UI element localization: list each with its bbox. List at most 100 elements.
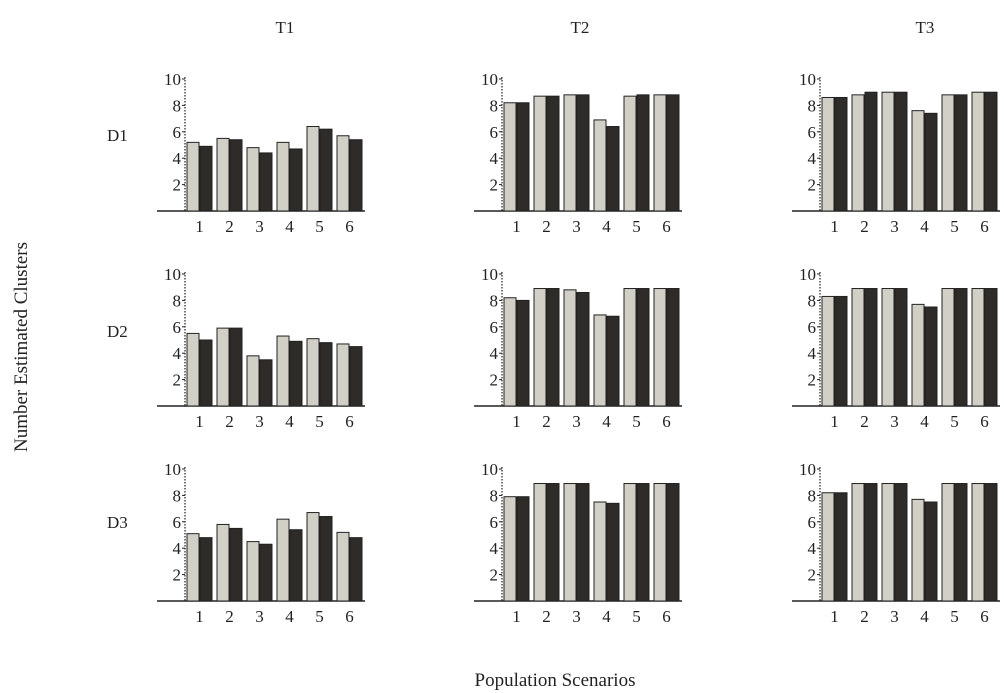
bar-dark <box>984 483 998 602</box>
y-tick-label: 6 <box>490 318 499 337</box>
col-title-t1: T1 <box>275 18 295 37</box>
x-tick-label: 4 <box>602 607 611 626</box>
y-tick-label: 8 <box>173 96 182 115</box>
bar-dark <box>636 94 650 212</box>
y-tick-label: 4 <box>173 149 182 168</box>
x-tick-label: 6 <box>980 217 989 236</box>
bar-light <box>971 483 985 602</box>
y-tick-label: 2 <box>808 176 817 195</box>
bar-light <box>186 533 200 602</box>
x-tick-label: 6 <box>980 607 989 626</box>
bar-light <box>593 119 607 212</box>
bar-dark <box>319 516 333 602</box>
y-tick-label: 10 <box>164 265 181 284</box>
bar-dark <box>229 327 243 407</box>
bar-light <box>821 492 835 602</box>
bar-light <box>971 91 985 212</box>
y-tick-label: 2 <box>808 371 817 390</box>
y-tick-label: 4 <box>490 344 499 363</box>
y-tick-label: 10 <box>481 265 498 284</box>
x-tick-label: 3 <box>572 607 581 626</box>
y-tick-label: 4 <box>490 149 499 168</box>
bar-light <box>653 288 667 407</box>
bar-light <box>336 135 350 212</box>
bar-light <box>503 496 517 602</box>
y-tick-label: 8 <box>490 291 499 310</box>
bar-dark <box>834 96 848 212</box>
x-tick-label: 2 <box>542 217 551 236</box>
bar-dark <box>924 306 938 407</box>
x-tick-label: 1 <box>830 412 839 431</box>
bar-light <box>851 483 865 602</box>
bar-dark <box>289 340 303 407</box>
x-tick-label: 1 <box>195 217 204 236</box>
bar-dark <box>864 91 878 212</box>
x-tick-label: 4 <box>920 412 929 431</box>
bar-light <box>653 94 667 212</box>
x-tick-label: 6 <box>345 412 354 431</box>
bar-light <box>503 297 517 407</box>
bar-light <box>276 518 290 602</box>
x-tick-label: 3 <box>255 412 264 431</box>
bar-dark <box>319 342 333 407</box>
bar-dark <box>864 288 878 407</box>
x-tick-label: 2 <box>860 217 869 236</box>
bar-dark <box>546 95 560 212</box>
bar-light <box>533 288 547 407</box>
x-tick-label: 6 <box>345 607 354 626</box>
bar-dark <box>834 295 848 407</box>
bar-light <box>216 523 230 602</box>
y-tick-label: 6 <box>173 123 182 142</box>
bar-dark <box>289 529 303 602</box>
bar-light <box>881 483 895 602</box>
bar-light <box>851 94 865 212</box>
bar-light <box>911 303 925 407</box>
x-tick-label: 2 <box>542 412 551 431</box>
bar-dark <box>289 148 303 212</box>
x-tick-label: 2 <box>225 412 234 431</box>
x-tick-label: 2 <box>860 412 869 431</box>
bar-dark <box>894 91 908 212</box>
bar-dark <box>894 483 908 602</box>
bar-light <box>851 288 865 407</box>
y-tick-label: 2 <box>173 566 182 585</box>
bar-light <box>246 147 260 212</box>
row-title-d1: D1 <box>107 126 128 145</box>
x-tick-label: 2 <box>542 607 551 626</box>
bar-light <box>563 289 577 407</box>
bar-dark <box>834 492 848 602</box>
y-tick-label: 8 <box>808 486 817 505</box>
col-title-t3: T3 <box>915 18 935 37</box>
bar-light <box>216 327 230 407</box>
x-tick-label: 5 <box>315 412 324 431</box>
y-tick-label: 8 <box>490 96 499 115</box>
row-title-d2: D2 <box>107 322 128 341</box>
bar-dark <box>864 483 878 602</box>
x-tick-label: 1 <box>512 412 521 431</box>
bar-light <box>653 483 667 602</box>
bar-dark <box>984 91 998 212</box>
y-tick-label: 2 <box>490 566 499 585</box>
bar-light <box>941 288 955 407</box>
y-tick-label: 6 <box>490 513 499 532</box>
y-tick-label: 6 <box>490 123 499 142</box>
bar-light <box>563 483 577 602</box>
bar-dark <box>199 339 213 407</box>
bar-light <box>246 541 260 602</box>
y-tick-label: 2 <box>173 176 182 195</box>
bar-dark <box>199 537 213 602</box>
x-tick-label: 1 <box>830 607 839 626</box>
bar-dark <box>666 288 680 407</box>
x-tick-label: 4 <box>285 607 294 626</box>
bar-light <box>941 94 955 212</box>
y-tick-label: 10 <box>481 70 498 89</box>
bar-light <box>276 335 290 407</box>
x-tick-label: 4 <box>920 217 929 236</box>
bar-light <box>593 501 607 602</box>
y-tick-label: 8 <box>808 291 817 310</box>
y-tick-label: 4 <box>490 539 499 558</box>
x-tick-label: 6 <box>980 412 989 431</box>
